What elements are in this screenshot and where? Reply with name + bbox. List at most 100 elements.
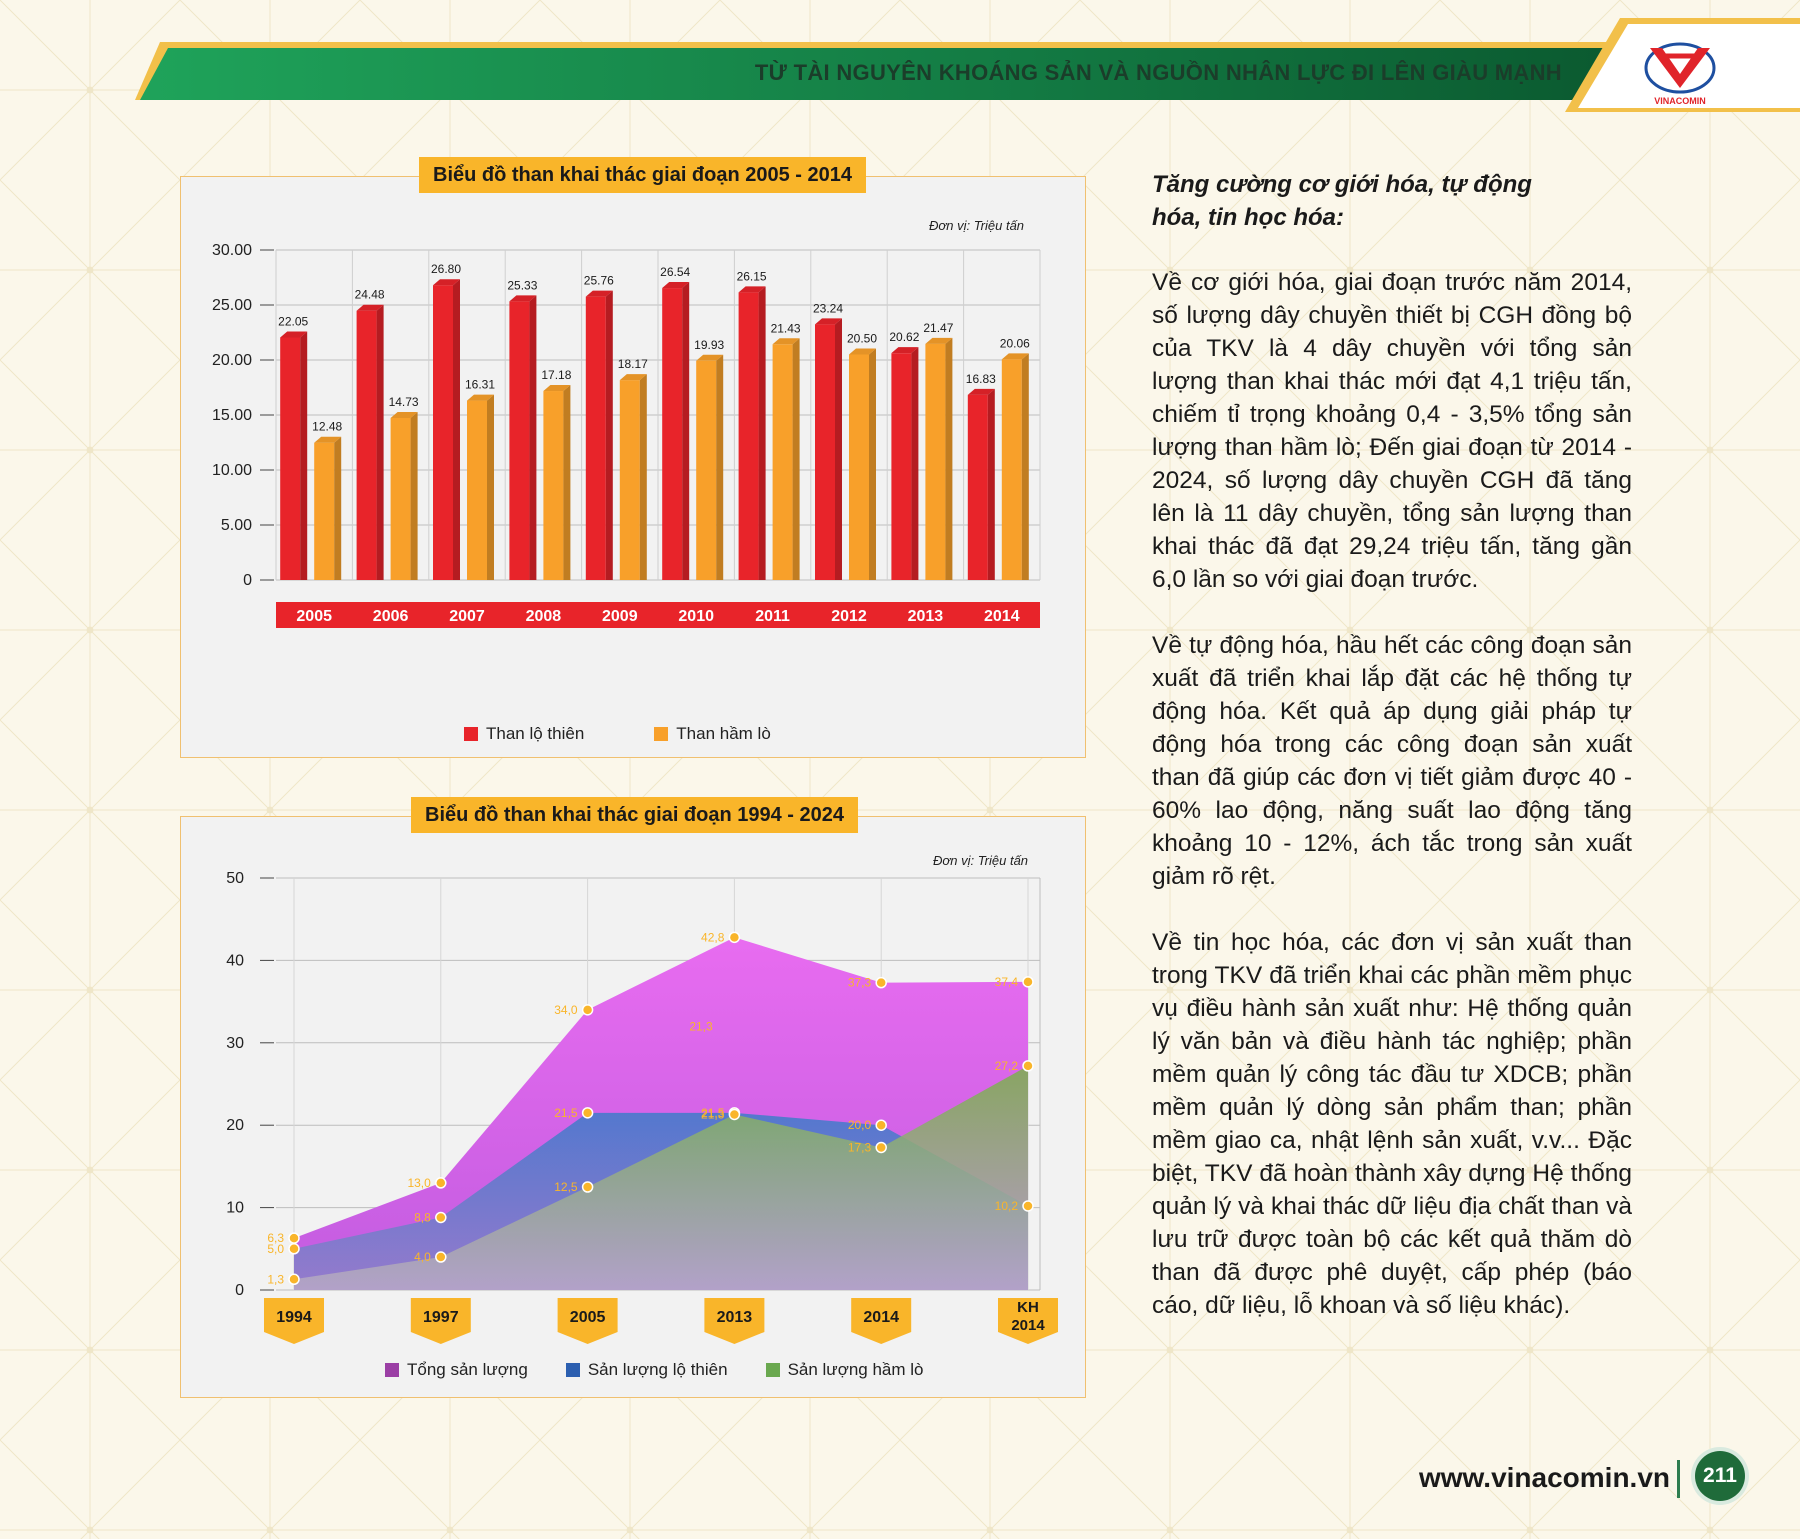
- bar-side: [1021, 353, 1029, 580]
- bar-top: [967, 388, 995, 395]
- y-tick-label: 40: [226, 952, 244, 969]
- y-tick-label: 25.00: [212, 297, 252, 314]
- bar-side: [376, 304, 384, 580]
- bar-side: [716, 354, 724, 580]
- data-label: 1,3: [267, 1272, 284, 1286]
- data-label: 12,5: [554, 1180, 578, 1194]
- legend-item-than-lo-thien: Than lộ thiên: [464, 724, 584, 744]
- x-tick-label: 2014: [863, 1309, 899, 1326]
- legend-item-tong-san-luong: Tổng sản lượng: [385, 1360, 528, 1380]
- data-point: [581, 1107, 594, 1119]
- data-label: 12.48: [312, 420, 342, 434]
- footer-divider: [1677, 1460, 1680, 1498]
- data-label: 26.15: [737, 269, 767, 283]
- area-chart-legend: Tổng sản lượng Sản lượng lộ thiên Sản lư…: [385, 1360, 924, 1380]
- bar-top: [738, 286, 766, 293]
- data-point: [288, 1243, 300, 1255]
- data-point: [581, 1004, 594, 1016]
- bar-top: [280, 331, 308, 338]
- bar-than-hầm-lò: [314, 442, 335, 580]
- data-label: 37,4: [995, 975, 1019, 989]
- data-label: 25.76: [584, 274, 614, 288]
- x-tick-label: 2006: [373, 608, 409, 625]
- legend-swatch: [464, 727, 478, 741]
- bar-than-lộ-thiên: [815, 324, 835, 580]
- bar-than-lộ-thiên: [891, 353, 912, 580]
- bar-than-lộ-thiên: [585, 296, 606, 580]
- bar-side: [605, 290, 613, 580]
- bar-side: [758, 286, 766, 580]
- bar-than-lộ-thiên: [662, 288, 683, 580]
- data-label: 6,3: [267, 1231, 284, 1245]
- legend-swatch: [654, 727, 669, 741]
- bar-top: [356, 304, 384, 311]
- y-tick-label: 30.00: [212, 242, 252, 259]
- footer-url[interactable]: www.vinacomin.vn: [1418, 1462, 1670, 1493]
- bar-top: [662, 282, 690, 289]
- area-chart: 0 10 20 30 40 50 6,3 13,0 34,0 42,8 37,3 37,4 5,0 8,8…: [226, 870, 1058, 1344]
- bar-top: [1001, 353, 1029, 360]
- data-label: 22.05: [278, 314, 308, 328]
- x-tick-badge: [998, 1298, 1058, 1344]
- bar-side: [453, 279, 460, 580]
- bar-side: [487, 394, 494, 580]
- x-tick-badge: [704, 1298, 765, 1344]
- data-label: 26.80: [431, 262, 461, 276]
- bar-than-lộ-thiên: [509, 301, 530, 580]
- bar-side: [639, 374, 647, 580]
- data-label: 42,8: [701, 930, 725, 944]
- data-label: 5,0: [267, 1242, 284, 1256]
- bar-side: [911, 347, 919, 580]
- bar-than-hầm-lò: [1001, 359, 1022, 580]
- logo-text: VINACOMIN: [1654, 96, 1706, 106]
- y-tick-label: 5.00: [221, 517, 252, 534]
- data-label: 13,0: [407, 1176, 431, 1190]
- data-label: 18.17: [618, 357, 648, 371]
- x-tick-label: 1994: [276, 1309, 312, 1326]
- bar-than-hầm-lò: [390, 417, 411, 580]
- data-label: 24.48: [355, 288, 385, 302]
- bar-top: [433, 279, 460, 286]
- x-tick-label: 2013: [717, 1309, 753, 1326]
- bar-side: [410, 411, 418, 580]
- bar-side: [945, 337, 953, 580]
- data-label: 21,5: [701, 1106, 725, 1120]
- bar-top: [390, 411, 418, 418]
- y-tick-label: 0: [243, 572, 252, 589]
- x-tick-badge: [851, 1298, 912, 1344]
- data-label: 16.83: [966, 372, 996, 386]
- x-tick-label: 2012: [831, 608, 867, 625]
- x-tick-label: 2013: [908, 608, 944, 625]
- x-tick-badge: [410, 1298, 471, 1344]
- data-label: 8,8: [414, 1210, 431, 1224]
- legend-swatch: [565, 1363, 580, 1377]
- bar-than-hầm-lò: [467, 400, 487, 580]
- legend-label: Sản lượng hầm lò: [787, 1360, 924, 1379]
- x-tick-label: 2008: [526, 608, 562, 625]
- data-label: 20.50: [847, 332, 877, 346]
- x-tick-label: 2014: [984, 608, 1020, 625]
- bar-chart: 0 5.00 10.00 15.00 20.00 25.00 30.00 2005 22.05 1…: [212, 242, 1041, 628]
- legend-label: Than hầm lò: [676, 724, 771, 743]
- x-tick-label: 1997: [423, 1309, 459, 1326]
- data-label: 4,0: [414, 1250, 431, 1264]
- page-number: 211: [1695, 1451, 1745, 1501]
- data-point: [728, 931, 741, 944]
- data-label: 20.62: [889, 330, 919, 344]
- data-label: 20,0: [848, 1118, 872, 1132]
- x-tick-label: 2010: [678, 608, 714, 625]
- bar-top: [585, 290, 613, 297]
- bar-top: [467, 394, 494, 401]
- legend-label: Tổng sản lượng: [407, 1360, 528, 1379]
- paragraph-informatization: Về tin học hóa, các đơn vị sản xuất than…: [1152, 929, 1632, 1319]
- data-point: [435, 1251, 447, 1263]
- bar-top: [849, 348, 876, 355]
- data-label: 10,2: [995, 1199, 1019, 1213]
- bar-than-hầm-lò: [543, 391, 564, 580]
- bar-side: [987, 388, 995, 580]
- bar-top: [543, 385, 571, 392]
- bar-side: [563, 385, 571, 580]
- legend-swatch: [765, 1363, 780, 1377]
- legend-label: Sản lượng lộ thiên: [587, 1360, 728, 1379]
- x-tick-label: KH 2014: [1011, 1299, 1045, 1334]
